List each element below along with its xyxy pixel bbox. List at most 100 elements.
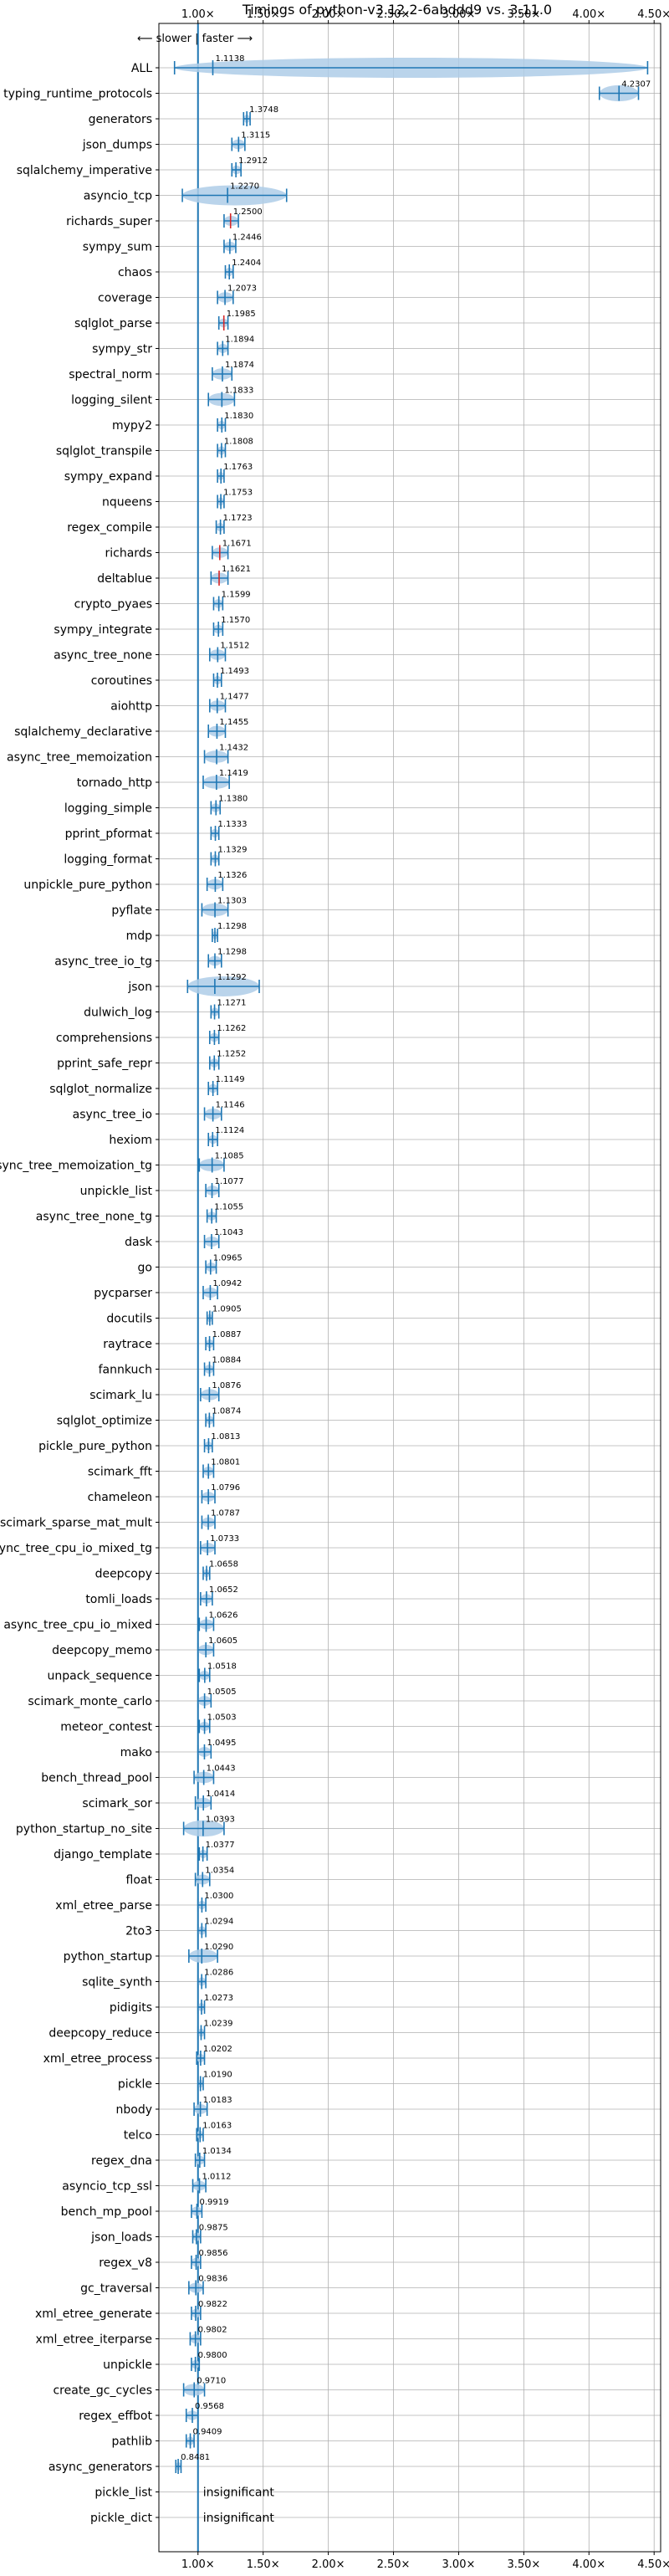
benchmark-label: pickle_list — [94, 2486, 152, 2500]
benchmark-label: sympy_expand — [64, 470, 152, 484]
value-label: 0.8481 — [181, 2453, 210, 2462]
benchmark-label: async_tree_none — [54, 649, 152, 663]
benchmark-label: scimark_sor — [82, 1797, 152, 1810]
value-label: 1.1138 — [215, 54, 244, 64]
benchmark-label: pathlib — [112, 2435, 153, 2449]
value-label: 0.9802 — [198, 2326, 227, 2335]
value-label: 1.0503 — [207, 1713, 237, 1723]
x-tick-label-bottom: 3.50× — [507, 2558, 540, 2571]
benchmark-label: fannkuch — [99, 1364, 152, 1377]
benchmark-label: async_tree_cpu_io_mixed_tg — [0, 1542, 152, 1555]
benchmark-label: coroutines — [91, 674, 152, 688]
benchmark-label: sqlalchemy_declarative — [14, 725, 152, 739]
benchmark-label: pprint_pformat — [65, 827, 153, 841]
value-label: 1.0626 — [209, 1611, 238, 1621]
x-tick-label-top: 1.00× — [181, 8, 215, 21]
benchmark-label: pycparser — [94, 1287, 152, 1300]
benchmark-label: regex_effbot — [79, 2410, 152, 2423]
benchmark-label: ALL — [131, 62, 152, 75]
benchmark-label: async_tree_memoization — [7, 751, 152, 765]
benchmark-label: asyncio_tcp_ssl — [62, 2180, 152, 2194]
benchmark-label: async_tree_io — [73, 1109, 152, 1122]
value-label: 1.0290 — [204, 1943, 233, 1952]
value-label: 0.9919 — [199, 2198, 228, 2207]
benchmark-label: crypto_pyaes — [74, 598, 152, 612]
value-label: 1.0801 — [211, 1458, 240, 1467]
value-label: 1.1298 — [217, 948, 247, 957]
value-label: 1.1833 — [224, 387, 253, 396]
benchmark-label: pidigits — [110, 2001, 152, 2015]
benchmark-label: async_tree_none_tg — [36, 1211, 152, 1224]
benchmark-label: 2to3 — [125, 1925, 152, 1938]
value-label: 1.1262 — [217, 1024, 246, 1033]
benchmark-label: xml_etree_iterparse — [36, 2333, 152, 2347]
x-tick-label-top: 4.50× — [637, 8, 669, 21]
benchmark-label: deepcopy_reduce — [49, 2027, 152, 2041]
benchmark-label: sqlalchemy_imperative — [17, 164, 152, 177]
value-label: 1.1985 — [227, 310, 256, 319]
x-tick-label-top: 4.00× — [572, 8, 605, 21]
benchmark-label: scimark_monte_carlo — [28, 1695, 152, 1708]
benchmark-label: aiohttp — [110, 700, 152, 714]
benchmark-label: bench_mp_pool — [61, 2205, 152, 2219]
value-label: 1.1146 — [216, 1101, 245, 1110]
benchmark-label: pyflate — [111, 904, 152, 918]
benchmark-label: spectral_norm — [69, 368, 152, 382]
benchmark-label: unpickle_pure_python — [23, 878, 152, 892]
value-label: 1.1085 — [215, 1152, 244, 1161]
value-label: 1.1723 — [223, 514, 253, 523]
x-tick-label-bottom: 1.00× — [181, 2558, 215, 2571]
value-label: 0.9856 — [199, 2249, 228, 2258]
value-label: 1.2270 — [230, 182, 259, 192]
value-label: 0.9836 — [198, 2275, 227, 2284]
benchmark-label: float — [126, 1874, 153, 1887]
value-label: 0.9568 — [195, 2402, 224, 2411]
value-label: 1.0377 — [206, 1841, 235, 1850]
benchmark-label: logging_silent — [71, 394, 152, 407]
value-label: 1.2404 — [232, 259, 261, 268]
x-tick-label-top: 3.50× — [507, 8, 540, 21]
value-label: 1.1830 — [224, 412, 253, 421]
value-label: 0.9710 — [197, 2377, 226, 2386]
value-label: 1.1455 — [219, 718, 248, 727]
plot-frame — [158, 23, 661, 2553]
benchmark-label: scimark_lu — [89, 1389, 152, 1402]
value-label: 1.0876 — [212, 1381, 241, 1390]
value-label: 1.0273 — [204, 1994, 233, 2003]
benchmark-label: async_generators — [49, 2461, 152, 2474]
value-label: 1.1292 — [217, 973, 247, 982]
benchmark-label: richards — [105, 547, 153, 561]
labels-layer: ALL 1.1138 typing_runtime_protocols 4.2307 g… — [0, 54, 651, 2525]
value-label: 1.1432 — [219, 744, 248, 753]
benchmark-label: unpickle_list — [80, 1185, 153, 1198]
benchmark-label: python_startup_no_site — [16, 1823, 152, 1836]
value-label: 1.1333 — [218, 820, 248, 829]
value-label: 1.0112 — [202, 2173, 231, 2182]
grid-layer — [159, 23, 661, 2552]
value-label: 1.0190 — [203, 2071, 232, 2080]
value-label: 1.0163 — [202, 2122, 232, 2131]
benchmark-label: json_dumps — [82, 139, 152, 152]
x-tick-label-bottom: 4.00× — [572, 2558, 605, 2571]
value-label: 1.1753 — [223, 489, 253, 498]
value-label: 1.1303 — [217, 897, 247, 906]
value-label: 1.1329 — [217, 846, 247, 855]
benchmark-label: sqlglot_optimize — [57, 1415, 152, 1428]
benchmark-label: sqlglot_parse — [74, 317, 152, 330]
value-label: 1.2446 — [232, 233, 262, 243]
benchmark-label: meteor_contest — [60, 1721, 152, 1734]
benchmark-label: pickle — [118, 2078, 152, 2092]
benchmark-label: sympy_sum — [83, 241, 152, 254]
benchmark-label: coverage — [98, 292, 152, 305]
benchmark-label: pickle_dict — [90, 2512, 153, 2525]
x-tick-label-bottom: 4.50× — [637, 2558, 669, 2571]
benchmark-label: sympy_integrate — [54, 623, 152, 637]
benchmark-label: sqlglot_normalize — [49, 1083, 152, 1096]
benchmark-label: tomli_loads — [85, 1593, 152, 1606]
x-tick-label-top: 2.00× — [312, 8, 345, 21]
x-tick-label-bottom: 2.50× — [377, 2558, 411, 2571]
value-label: 1.0294 — [204, 1918, 233, 1927]
value-label: 1.0518 — [207, 1662, 237, 1672]
benchmark-label: python_startup — [64, 1950, 152, 1964]
benchmark-label: chaos — [118, 266, 152, 279]
